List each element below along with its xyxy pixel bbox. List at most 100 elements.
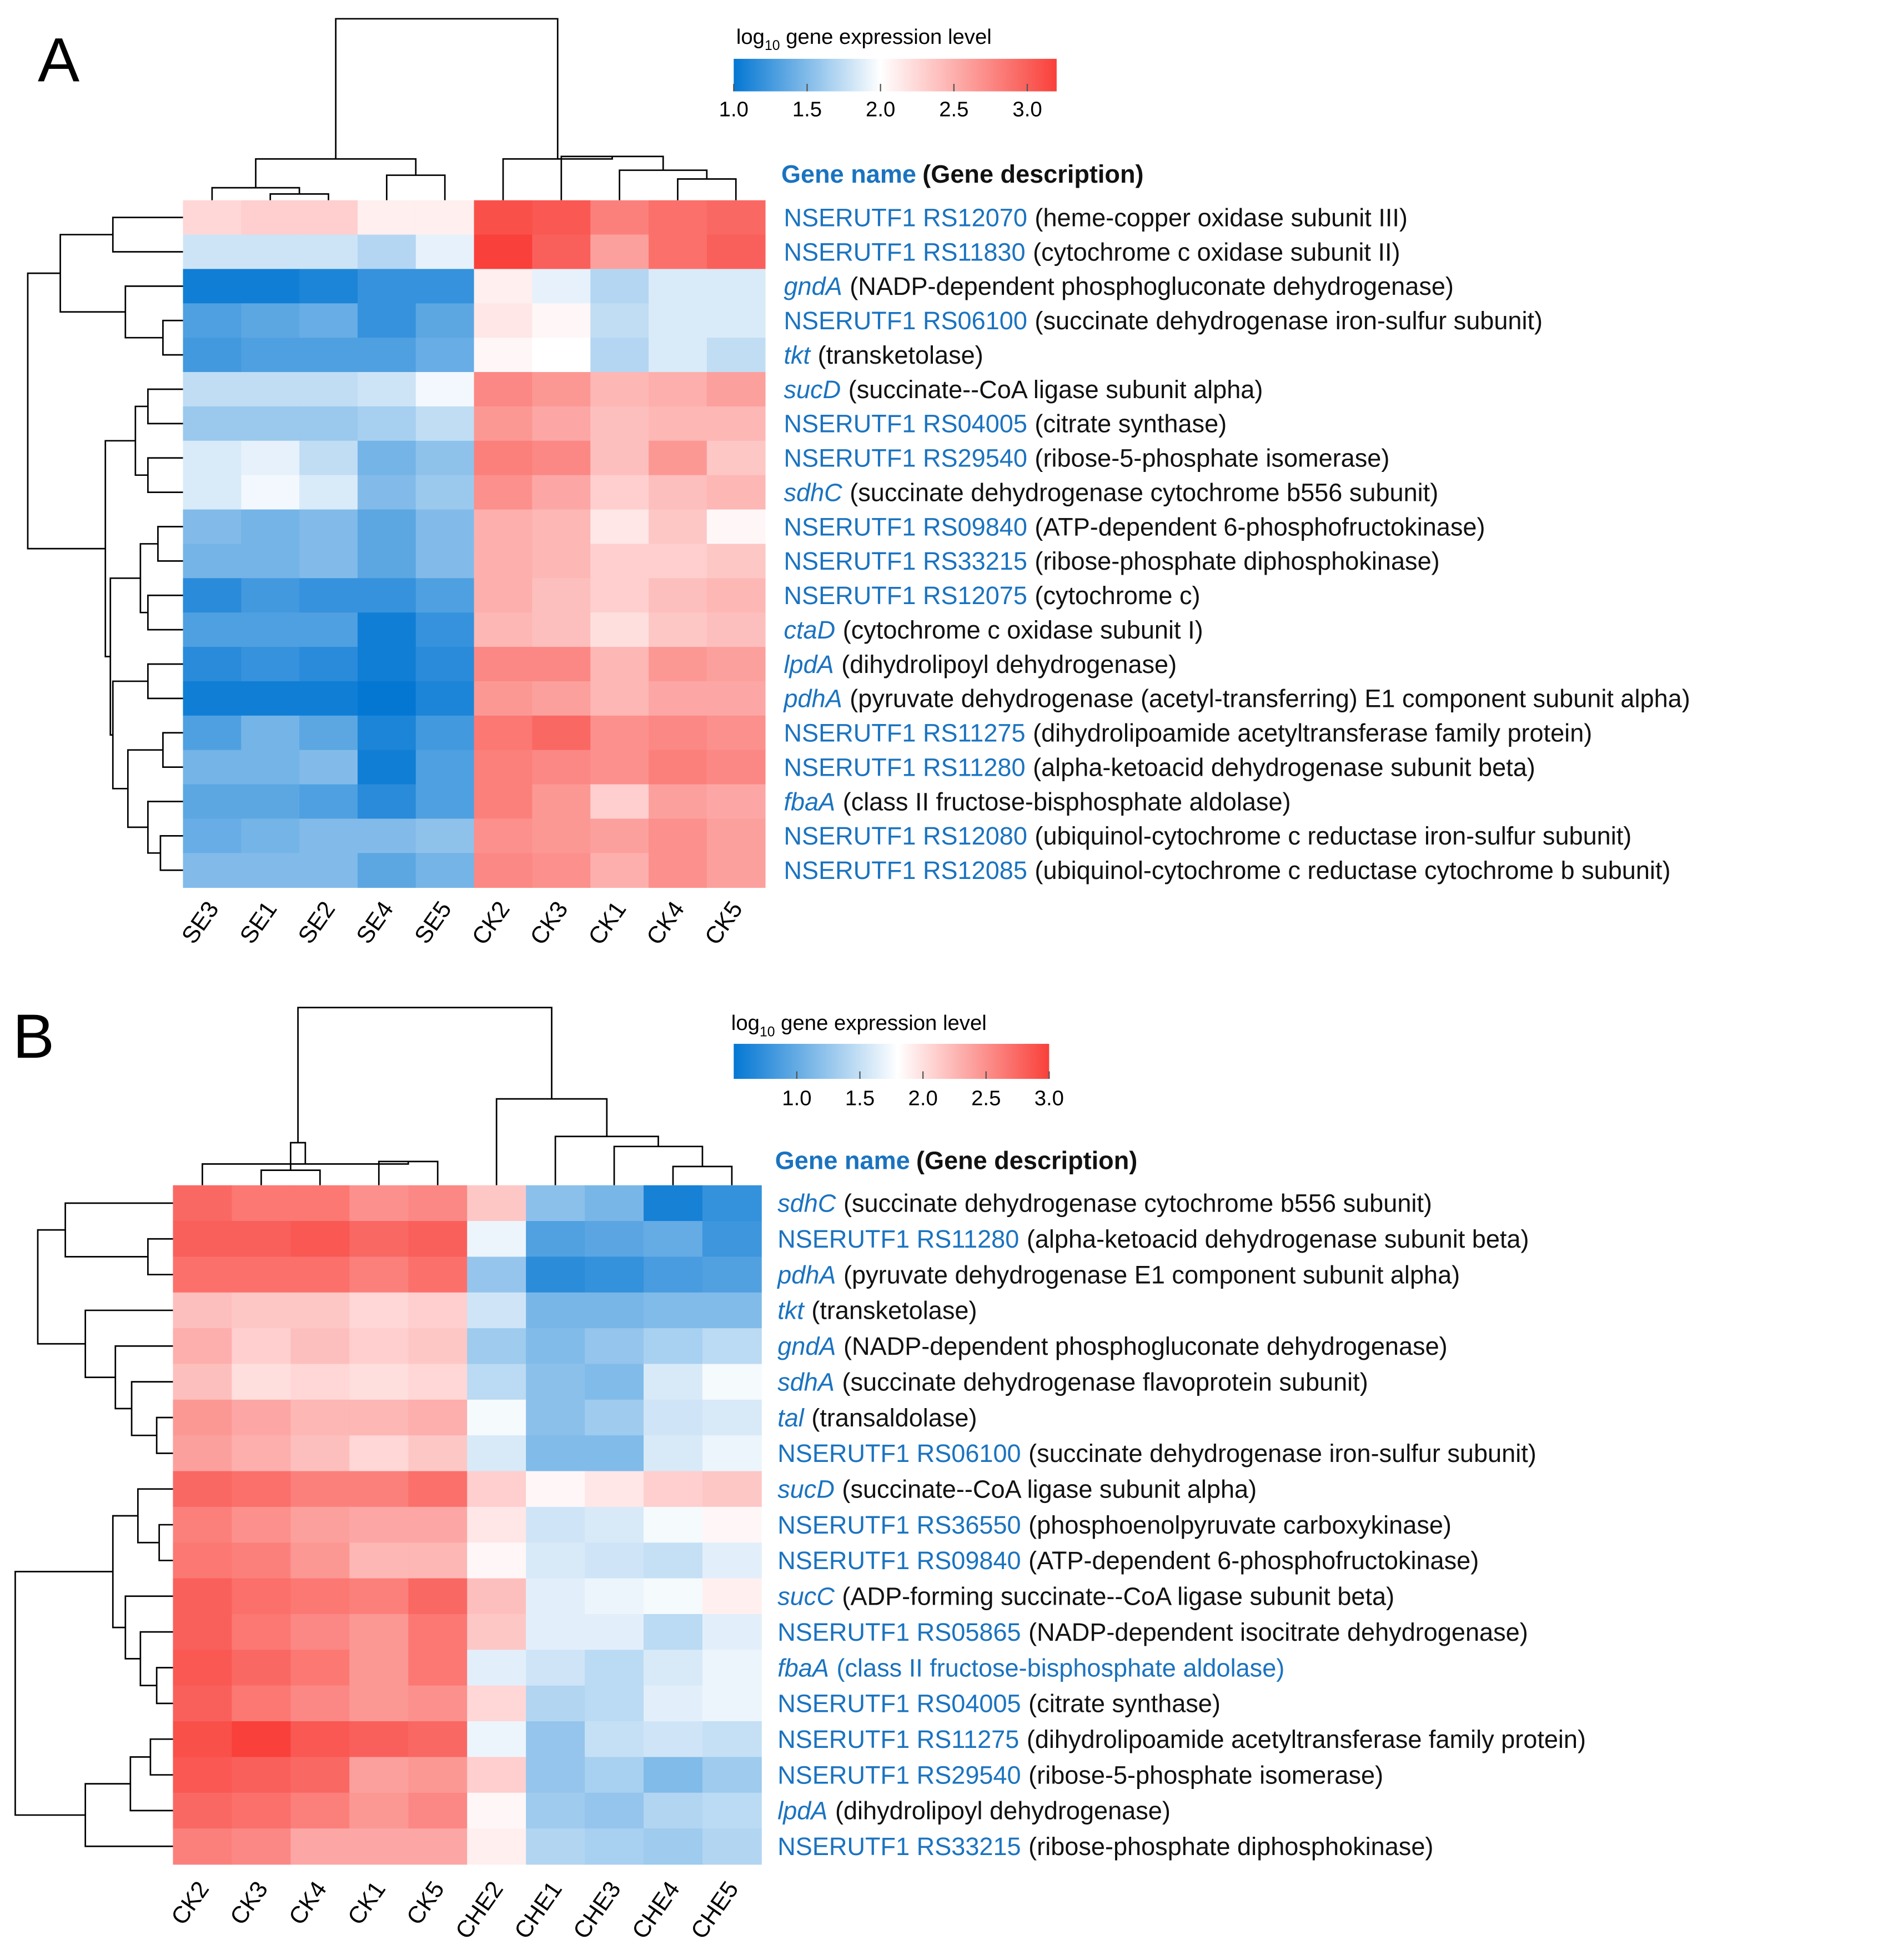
heatmap-cell (467, 1792, 527, 1829)
heatmap-cell (702, 1614, 762, 1651)
row-label: NSERUTF1 RS09840 (ATP-dependent 6-phospho… (784, 512, 1485, 541)
heatmap-cell (173, 1364, 233, 1400)
heatmap-cell (585, 1328, 644, 1365)
heatmap-cell (474, 612, 533, 647)
row-label: lpdA (dihydrolipoyl dehydrogenase) (777, 1797, 1171, 1825)
heatmap-cell (183, 853, 242, 888)
row-label: NSERUTF1 RS11280 (alpha-ketoacid dehydrog… (777, 1225, 1529, 1253)
heatmap-cell (590, 750, 649, 785)
heatmap-cell (299, 681, 358, 716)
row-label: sucD (succinate--CoA ligase subunit alpha… (784, 375, 1263, 404)
gene-name: pdhA (776, 1260, 836, 1289)
heatmap-cell (649, 681, 707, 716)
panel-b: B log10 gene expression level 1.0 1.5 2.0 2… (13, 1001, 1586, 1944)
heatmap-cell (232, 1506, 292, 1544)
heatmap-cell (649, 544, 707, 579)
heatmap-cell (415, 578, 475, 614)
row-label: NSERUTF1 RS04005 (citrate synthase) (784, 410, 1227, 438)
col-dendrogram-link (297, 1007, 553, 1143)
column-label: CK2 (467, 897, 515, 950)
column-label: CK4 (641, 897, 690, 950)
panel-label-b: B (13, 1001, 54, 1071)
row-label: NSERUTF1 RS12070 (heme-copper oxidase sub… (784, 203, 1407, 232)
row-label: NSERUTF1 RS33215 (ribose-phosphate diphos… (784, 547, 1439, 575)
heatmap-cell (408, 1721, 468, 1758)
heatmap-cell (415, 647, 475, 682)
heatmap-cell (290, 1435, 350, 1472)
gene-name: NSERUTF1 RS36550 (777, 1511, 1021, 1539)
row-dendrogram-link (147, 801, 183, 854)
gene-description: (ubiquinol-cytochrome c reductase cytoch… (1035, 856, 1670, 884)
heatmap-cell (585, 1757, 644, 1793)
row-dendrogram-link (114, 1345, 173, 1410)
row-label: gndA (NADP-dependent phosphogluconate deh… (777, 1332, 1447, 1360)
heatmap-cell (532, 544, 591, 579)
row-dendrogram-link (112, 680, 148, 790)
heatmap-cell (474, 372, 533, 407)
heatmap-cell (415, 234, 475, 270)
heatmap-cell (532, 681, 591, 716)
heatmap-cell (526, 1185, 585, 1222)
heatmap-cell (183, 338, 242, 373)
heatmap-cell (702, 1828, 762, 1865)
row-label: NSERUTF1 RS11275 (dihydrolipoamide acetyl… (777, 1725, 1586, 1753)
heatmap-cell (183, 647, 242, 682)
heatmap-cell (290, 1471, 350, 1507)
gene-name: NSERUTF1 RS11280 (777, 1225, 1019, 1253)
heatmap-cell (232, 1364, 292, 1400)
heatmap-cell (183, 544, 242, 579)
heatmap-cell (408, 1435, 468, 1472)
heatmap-cell (702, 1792, 762, 1829)
heatmap-cell (408, 1471, 468, 1507)
heatmap-cell (299, 200, 358, 235)
heatmap-cell (349, 1614, 409, 1651)
gene-name: gndA (784, 272, 842, 300)
heatmap-cell (232, 1578, 292, 1615)
row-label: NSERUTF1 RS12085 (ubiquinol-cytochrome c … (784, 856, 1670, 884)
heatmap-cell (183, 406, 242, 441)
column-labels-a: SE3 SE1 SE2 SE4 SE5 CK2 CK3 CK1 CK4 CK5 (177, 897, 748, 950)
gene-name: sucD (784, 375, 841, 404)
row-dendrogram-link (155, 1416, 173, 1454)
heatmap-cell (415, 338, 475, 373)
heatmap-cell (241, 440, 300, 476)
heatmap-cell (349, 1685, 409, 1722)
row-dendrogram-link (129, 1756, 173, 1812)
heatmap-cell (702, 1364, 762, 1400)
row-label: gndA (NADP-dependent phosphogluconate deh… (784, 272, 1453, 300)
gene-name: NSERUTF1 RS12085 (784, 856, 1027, 884)
gene-description: (transaldolase) (811, 1404, 977, 1432)
heatmap-cell (241, 715, 300, 751)
row-dendrogram-link (59, 234, 125, 313)
heatmap-cell (467, 1578, 527, 1615)
heatmap-cell (241, 784, 300, 820)
heatmap-cell (415, 509, 475, 545)
heatmap-cell (173, 1292, 233, 1329)
gene-description: (dihydrolipoamide acetyltransferase fami… (1027, 1725, 1586, 1753)
panel-label-a: A (38, 25, 79, 95)
heatmap-cell (408, 1221, 468, 1258)
heatmap-cell (408, 1257, 468, 1293)
heatmap-cell (183, 715, 242, 751)
heatmap-cell (183, 750, 242, 785)
heatmap-cell (299, 784, 358, 820)
row-label: NSERUTF1 RS12075 (cytochrome c) (784, 581, 1200, 610)
gene-name: NSERUTF1 RS06100 (777, 1439, 1021, 1468)
heatmap-cell (585, 1792, 644, 1829)
heatmap-cell (649, 647, 707, 682)
heatmap-cell (706, 269, 766, 304)
heatmap-cell (474, 406, 533, 441)
heatmap-cell (299, 750, 358, 785)
column-label: CK3 (525, 897, 573, 950)
heatmap-cell (702, 1650, 762, 1686)
column-label: SE2 (293, 897, 341, 949)
column-label: CK4 (284, 1877, 332, 1930)
col-dendrogram-link (560, 155, 664, 200)
gene-description: (succinate--CoA ligase subunit alpha) (848, 375, 1263, 404)
heatmap-cell (474, 647, 533, 682)
heatmap-cell (590, 818, 649, 854)
heatmap-cell (290, 1221, 350, 1258)
row-dendrogram-link (162, 319, 183, 356)
heatmap-cell (706, 372, 766, 407)
heatmap-cell (649, 440, 707, 476)
